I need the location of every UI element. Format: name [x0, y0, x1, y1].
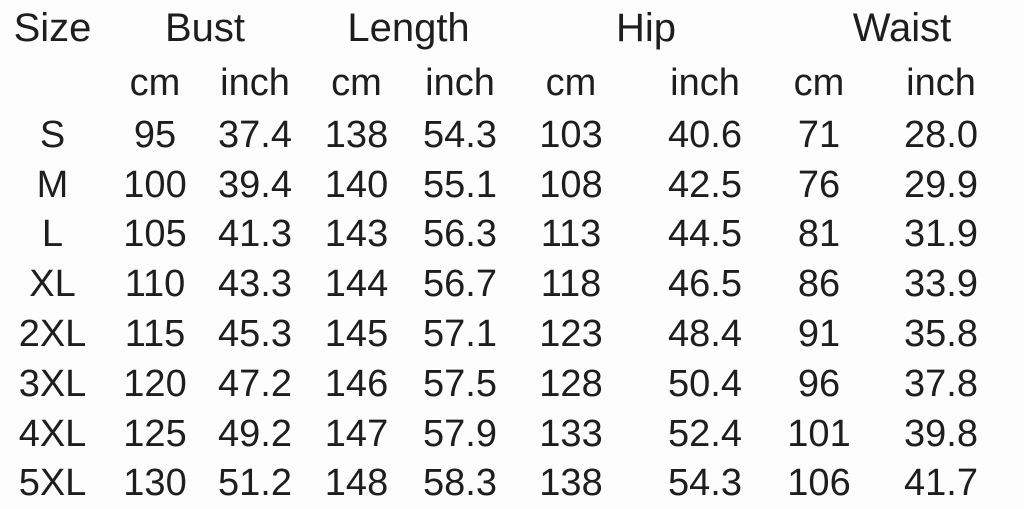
- hip-cm-cell: 118: [540, 263, 602, 306]
- length-cm-cell: 143: [324, 213, 389, 256]
- corner-spacer: [0, 56, 105, 110]
- bust-cm-cell: 100: [123, 163, 187, 206]
- col-header-size: Size: [13, 6, 92, 50]
- length-inch-cell: 56.7: [423, 263, 497, 306]
- waist-inch-cell: 41.7: [904, 462, 978, 505]
- unit-header-hip-cm: cm: [545, 62, 597, 104]
- waist-cm-cell: 96: [797, 362, 841, 405]
- bust-inch-cell: 45.3: [218, 313, 292, 356]
- group-header-bust: Bust: [164, 6, 246, 50]
- bust-inch-cell: 43.3: [218, 263, 292, 306]
- group-header-waist: Waist: [852, 6, 952, 50]
- waist-inch-cell: 31.9: [904, 213, 978, 256]
- hip-cm-cell: 128: [539, 362, 603, 405]
- length-cm-cell: 140: [324, 163, 389, 206]
- size-cell: XL: [29, 263, 76, 306]
- hip-inch-cell: 48.4: [668, 313, 742, 356]
- size-cell: 5XL: [18, 462, 87, 505]
- waist-inch-cell: 37.8: [904, 362, 978, 405]
- bust-cm-cell: 125: [123, 412, 187, 455]
- waist-inch-cell: 33.9: [904, 263, 978, 306]
- hip-inch-cell: 44.5: [668, 213, 742, 256]
- unit-header-bust-cm: cm: [129, 62, 181, 104]
- bust-cm-cell: 130: [123, 462, 187, 505]
- waist-cm-cell: 86: [797, 263, 841, 306]
- length-inch-cell: 56.3: [423, 213, 497, 256]
- bust-cm-cell: 95: [133, 113, 177, 156]
- waist-cm-cell: 101: [787, 412, 851, 455]
- hip-inch-cell: 50.4: [668, 362, 742, 405]
- hip-cm-cell: 123: [539, 313, 603, 356]
- size-cell: 4XL: [18, 412, 87, 455]
- hip-inch-cell: 52.4: [668, 412, 742, 455]
- bust-inch-cell: 47.2: [218, 362, 292, 405]
- hip-cm-cell: 133: [539, 412, 603, 455]
- length-cm-cell: 148: [324, 462, 389, 505]
- bust-cm-cell: 105: [123, 213, 187, 256]
- size-cell: 2XL: [18, 313, 87, 356]
- waist-inch-cell: 29.9: [904, 163, 978, 206]
- bust-inch-cell: 39.4: [218, 163, 292, 206]
- bust-cm-cell: 115: [124, 313, 186, 356]
- waist-inch-cell: 28.0: [904, 113, 978, 156]
- hip-cm-cell: 103: [539, 113, 603, 156]
- length-cm-cell: 144: [324, 263, 389, 306]
- length-inch-cell: 57.5: [423, 362, 497, 405]
- length-cm-cell: 145: [324, 313, 389, 356]
- length-inch-cell: 58.3: [423, 462, 497, 505]
- waist-cm-cell: 76: [797, 163, 841, 206]
- length-inch-cell: 54.3: [423, 113, 497, 156]
- hip-inch-cell: 42.5: [668, 163, 742, 206]
- waist-cm-cell: 91: [797, 313, 841, 356]
- bust-inch-cell: 49.2: [218, 412, 292, 455]
- bust-cm-cell: 110: [124, 263, 186, 306]
- length-inch-cell: 57.1: [423, 313, 497, 356]
- unit-header-bust-inch: inch: [220, 62, 290, 104]
- length-cm-cell: 147: [324, 412, 389, 455]
- unit-header-hip-inch: inch: [670, 62, 740, 104]
- group-header-length: Length: [347, 6, 470, 50]
- length-cm-cell: 138: [324, 113, 389, 156]
- bust-inch-cell: 51.2: [218, 462, 292, 505]
- unit-header-length-inch: inch: [425, 62, 495, 104]
- bust-inch-cell: 41.3: [218, 213, 292, 256]
- unit-header-waist-inch: inch: [906, 62, 976, 104]
- size-cell: M: [36, 163, 69, 206]
- waist-cm-cell: 106: [787, 462, 851, 505]
- hip-cm-cell: 108: [539, 163, 603, 206]
- length-cm-cell: 146: [324, 362, 389, 405]
- bust-inch-cell: 37.4: [218, 113, 292, 156]
- group-header-hip: Hip: [615, 6, 677, 50]
- bust-cm-cell: 120: [123, 362, 187, 405]
- size-cell: S: [39, 113, 66, 156]
- hip-inch-cell: 40.6: [668, 113, 742, 156]
- unit-header-waist-cm: cm: [793, 62, 845, 104]
- size-cell: 3XL: [18, 362, 87, 405]
- hip-cm-cell: 138: [539, 462, 603, 505]
- size-cell: L: [41, 213, 64, 256]
- waist-inch-cell: 39.8: [904, 412, 978, 455]
- waist-inch-cell: 35.8: [904, 313, 978, 356]
- unit-header-length-cm: cm: [331, 62, 382, 104]
- waist-cm-cell: 71: [797, 113, 841, 156]
- hip-inch-cell: 46.5: [668, 263, 742, 306]
- hip-inch-cell: 54.3: [668, 462, 742, 505]
- length-inch-cell: 55.1: [423, 163, 497, 206]
- hip-cm-cell: 113: [540, 213, 602, 256]
- waist-cm-cell: 81: [797, 213, 841, 256]
- length-inch-cell: 57.9: [423, 412, 497, 455]
